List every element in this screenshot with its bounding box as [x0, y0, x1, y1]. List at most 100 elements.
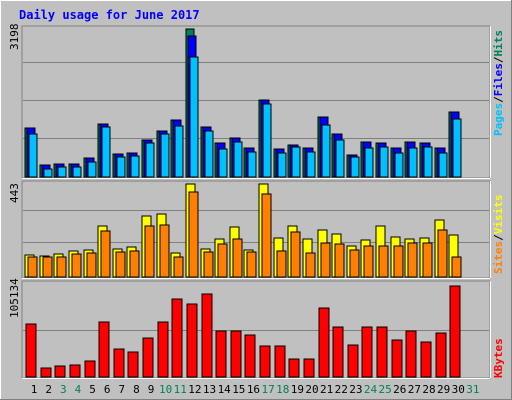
- bar-sites-day-23: [349, 249, 360, 278]
- side-label-kbytes: KBytes: [492, 338, 505, 378]
- bar-sites-day-30: [451, 256, 462, 278]
- bar-sites-day-1: [27, 256, 38, 278]
- bar-pages-day-12: [189, 56, 199, 178]
- panel-hits-files-pages: [21, 25, 491, 179]
- x-label-day-2: 2: [45, 383, 52, 396]
- bar-kbytes-day-1: [25, 323, 37, 378]
- ymax-label-hits: 3198: [8, 24, 21, 51]
- bar-pages-day-3: [57, 166, 67, 178]
- x-label-day-27: 27: [408, 383, 421, 396]
- bar-pages-day-16: [247, 151, 257, 178]
- x-axis-labels: 1 2 3 4 5 6 7 8 9 10 11 12 13 14 15 16 17 18 19 20 21 22 23 24 2…: [31, 383, 480, 396]
- bar-sites-day-4: [71, 253, 82, 278]
- bar-pages-day-23: [350, 156, 360, 178]
- bar-kbytes-day-24: [361, 326, 373, 378]
- bar-sites-day-26: [393, 245, 404, 278]
- bar-pages-day-25: [379, 146, 389, 178]
- bar-kbytes-day-13: [201, 293, 213, 378]
- x-label-day-22: 22: [335, 383, 348, 396]
- bar-pages-day-1: [28, 133, 38, 178]
- side-label-visits: Visits: [492, 195, 505, 235]
- x-label-day-20: 20: [305, 383, 318, 396]
- bar-kbytes-day-22: [332, 326, 344, 378]
- bar-sites-day-18: [276, 250, 287, 278]
- bar-kbytes-day-2: [40, 367, 52, 378]
- bar-sites-day-9: [144, 225, 155, 278]
- bar-pages-day-5: [87, 161, 97, 178]
- bar-pages-day-29: [438, 152, 448, 178]
- bar-kbytes-day-21: [318, 307, 330, 378]
- bar-sites-day-22: [334, 243, 345, 278]
- side-label-pages: Pages: [492, 103, 505, 136]
- bar-kbytes-day-4: [69, 364, 81, 378]
- x-label-day-26: 26: [393, 383, 406, 396]
- x-label-day-21: 21: [320, 383, 333, 396]
- bar-kbytes-day-16: [244, 334, 256, 378]
- x-label-day-13: 13: [203, 383, 216, 396]
- bar-sites-day-14: [217, 243, 228, 278]
- bar-pages-day-7: [116, 156, 126, 178]
- bar-pages-day-24: [364, 147, 374, 178]
- bar-kbytes-day-6: [98, 321, 110, 378]
- bar-pages-day-13: [204, 130, 214, 178]
- bar-sites-day-6: [100, 230, 111, 278]
- bar-sites-day-20: [305, 252, 316, 278]
- bar-sites-day-13: [203, 251, 214, 278]
- bar-kbytes-day-5: [84, 360, 96, 378]
- x-label-day-19: 19: [291, 383, 304, 396]
- x-label-day-28: 28: [422, 383, 435, 396]
- bar-sites-day-27: [407, 242, 418, 278]
- bar-kbytes-day-30: [449, 285, 461, 378]
- bar-pages-day-8: [130, 155, 140, 178]
- bar-kbytes-day-14: [215, 330, 227, 378]
- bar-pages-day-30: [452, 118, 462, 178]
- x-label-day-30: 30: [452, 383, 465, 396]
- bar-kbytes-day-7: [113, 348, 125, 378]
- side-label-files: Files: [492, 63, 505, 96]
- chart-title: Daily usage for June 2017: [19, 8, 200, 22]
- x-label-day-24: 24: [364, 383, 378, 396]
- bar-kbytes-day-3: [54, 365, 66, 378]
- x-label-day-18: 18: [276, 383, 289, 396]
- x-label-day-12: 12: [188, 383, 201, 396]
- bar-sites-day-21: [320, 242, 331, 278]
- x-label-day-10: 10: [159, 383, 172, 396]
- x-label-day-1: 1: [31, 383, 38, 396]
- bar-pages-day-9: [145, 142, 155, 178]
- bar-kbytes-day-18: [274, 345, 286, 378]
- bar-sites-day-16: [246, 251, 257, 278]
- side-label-visits-panel: Sites/Visits: [492, 195, 505, 275]
- bar-sites-day-25: [378, 245, 389, 278]
- bar-sites-day-17: [261, 193, 272, 278]
- x-label-day-7: 7: [118, 383, 125, 396]
- bar-pages-day-6: [101, 126, 111, 178]
- bar-pages-day-11: [174, 125, 184, 178]
- x-label-day-14: 14: [218, 383, 232, 396]
- x-label-day-6: 6: [104, 383, 111, 396]
- bar-pages-day-17: [262, 103, 272, 178]
- x-label-day-17: 17: [261, 383, 274, 396]
- bar-pages-day-2: [43, 168, 53, 178]
- x-label-day-5: 5: [89, 383, 96, 396]
- bar-kbytes-day-10: [157, 321, 169, 378]
- bar-sites-day-7: [115, 251, 126, 278]
- bar-sites-day-29: [437, 229, 448, 278]
- x-label-day-8: 8: [133, 383, 140, 396]
- bar-kbytes-day-26: [391, 339, 403, 378]
- bar-pages-day-22: [335, 139, 345, 178]
- bar-pages-day-10: [160, 133, 170, 178]
- ymax-label-kbytes: 105134: [8, 278, 21, 318]
- bar-pages-day-15: [233, 141, 243, 178]
- bar-sites-day-5: [86, 252, 97, 278]
- bar-pages-day-4: [72, 166, 82, 178]
- bar-kbytes-day-17: [259, 345, 271, 378]
- bar-pages-day-14: [218, 148, 228, 178]
- bar-kbytes-day-23: [347, 344, 359, 378]
- x-label-day-9: 9: [148, 383, 155, 396]
- side-label-hits: Hits: [492, 30, 505, 57]
- bar-sites-day-12: [188, 191, 199, 278]
- bar-kbytes-day-12: [186, 303, 198, 378]
- bar-pages-day-19: [291, 146, 301, 178]
